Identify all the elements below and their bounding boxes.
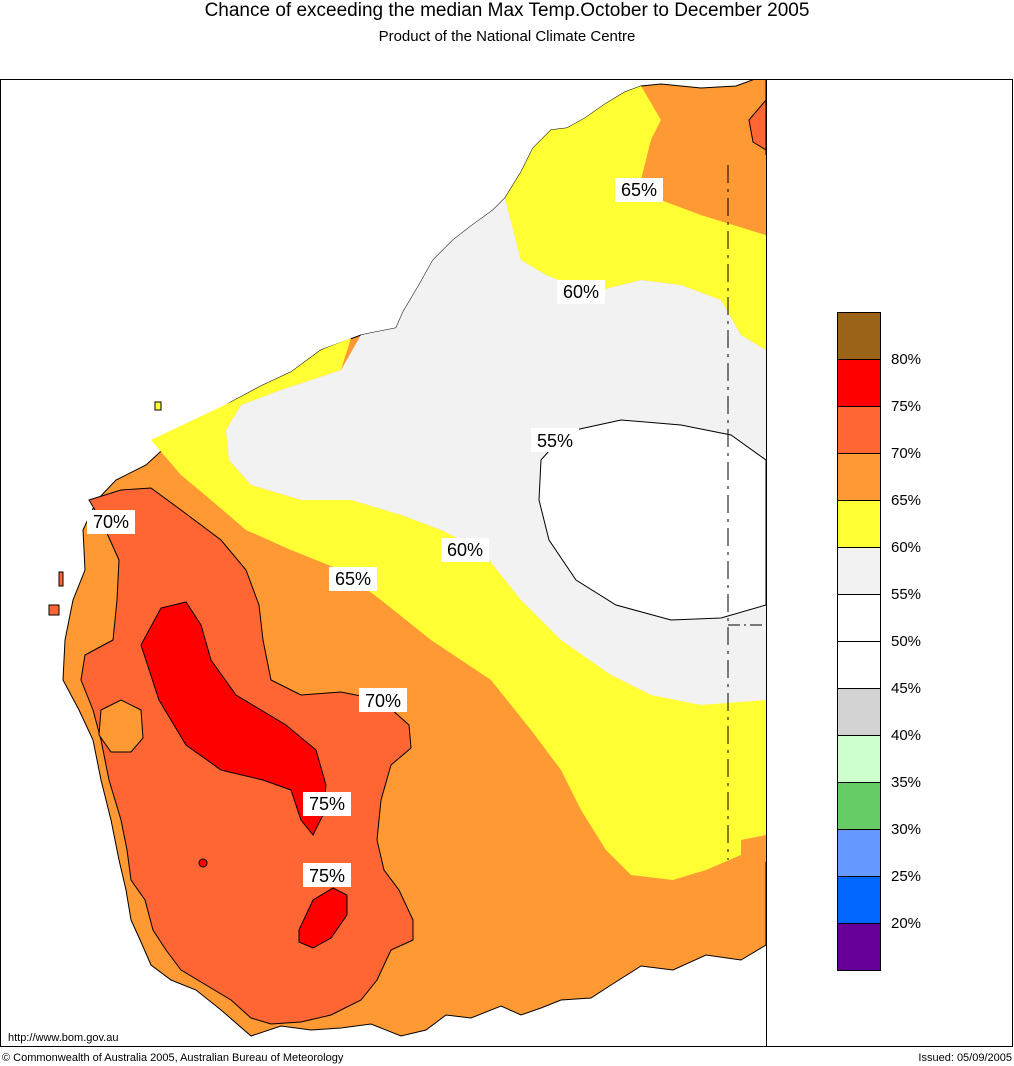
svg-text:60%: 60%	[563, 282, 599, 302]
legend-swatch	[837, 641, 881, 688]
legend-swatch	[837, 876, 881, 923]
legend-swatch	[837, 594, 881, 641]
legend-label: 45%	[891, 680, 922, 697]
contour-label-75-b: 75%	[303, 863, 351, 887]
map-subtitle: Product of the National Climate Centre	[378, 28, 636, 45]
zone-red-south	[298, 887, 348, 949]
legend-label: 40%	[891, 727, 922, 744]
legend-swatch	[837, 923, 881, 971]
legend-swatch	[837, 688, 881, 735]
legend-swatch	[837, 782, 881, 829]
island-west	[58, 571, 64, 587]
legend-label: 65%	[891, 492, 922, 509]
contour-label-60-mid: 60%	[441, 538, 489, 562]
contour-label-55: 55%	[531, 428, 579, 452]
zone-yellow-band	[151, 338, 766, 880]
map-frame	[0, 79, 1013, 1047]
svg-text:55%: 55%	[537, 431, 573, 451]
legend-swatch	[837, 547, 881, 594]
legend-label: 20%	[891, 915, 922, 932]
legend-label: 80%	[891, 351, 922, 368]
zone-orange-se	[741, 835, 766, 865]
svg-text:60%: 60%	[447, 540, 483, 560]
contour-label-65-north: 65%	[615, 178, 663, 202]
svg-text:75%: 75%	[309, 866, 345, 886]
legend-label: 50%	[891, 633, 922, 650]
legend-swatch	[837, 829, 881, 876]
legend-label: 35%	[891, 774, 922, 791]
svg-text:75%: 75%	[309, 794, 345, 814]
copyright-notice: © Commonwealth of Australia 2005, Austra…	[2, 1052, 344, 1064]
svg-text:65%: 65%	[621, 180, 657, 200]
legend-swatch	[837, 359, 881, 406]
legend-label: 60%	[891, 539, 922, 556]
probability-map: 65% 60% 55% 70% 60% 65% 70% 75% 75%	[48, 80, 766, 1037]
issued-date: Issued: 05/09/2005	[918, 1052, 1012, 1064]
contour-label-60-north: 60%	[557, 280, 605, 304]
legend-label: 75%	[891, 398, 922, 415]
zone-orange-ne	[641, 120, 766, 235]
panel-divider	[766, 79, 767, 1047]
svg-text:70%: 70%	[365, 691, 401, 711]
legend-label: 30%	[891, 821, 922, 838]
zone-white	[538, 419, 766, 621]
legend-label: 25%	[891, 868, 922, 885]
color-legend	[837, 312, 881, 971]
contour-label-70-south: 70%	[359, 688, 407, 712]
island-north	[154, 401, 162, 411]
zone-red-dot	[198, 858, 208, 868]
website-link[interactable]: http://www.bom.gov.au	[8, 1032, 119, 1044]
contour-label-70-west: 70%	[87, 510, 135, 534]
zone-orange-island	[98, 699, 144, 753]
legend-swatch	[837, 406, 881, 453]
contour-label-75-a: 75%	[303, 792, 351, 816]
svg-text:70%: 70%	[93, 512, 129, 532]
legend-swatch	[837, 500, 881, 547]
svg-text:65%: 65%	[335, 569, 371, 589]
legend-swatch	[837, 735, 881, 782]
legend-swatch	[837, 312, 881, 359]
legend-label: 55%	[891, 586, 922, 603]
map-title: Chance of exceeding the median Max Temp.…	[204, 0, 810, 21]
legend-label: 70%	[891, 445, 922, 462]
island-sw	[48, 604, 60, 616]
zone-red-orange-ne	[748, 99, 766, 151]
legend-swatch	[837, 453, 881, 500]
contour-label-65-mid: 65%	[329, 567, 377, 591]
